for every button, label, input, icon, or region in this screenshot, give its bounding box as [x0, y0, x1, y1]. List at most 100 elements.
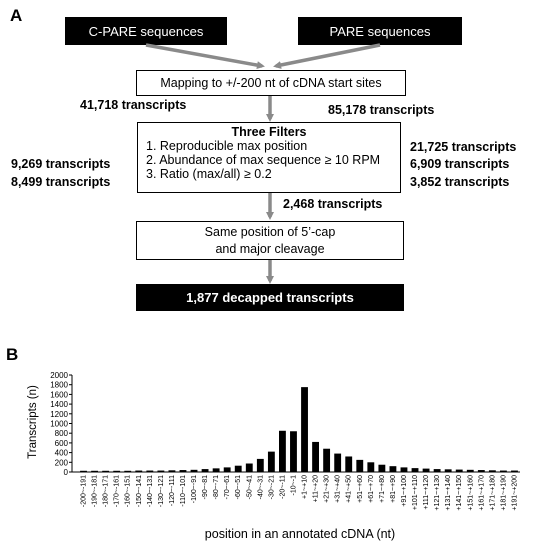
y-axis-label: Transcripts (n) [27, 385, 39, 459]
x-tick-label: +31~+40 [335, 475, 342, 503]
x-tick-label: -120~-111 [169, 475, 176, 506]
filter-3: 3. Ratio (max/all) ≥ 0.2 [146, 167, 272, 181]
panel-a-arrows [145, 43, 381, 284]
x-tick-label: +111~+120 [423, 475, 430, 510]
bar--130~-121 [157, 470, 165, 472]
y-tick-label: 0 [64, 468, 69, 477]
filter-2: 2. Abundance of max sequence ≥ 10 RPM [146, 153, 381, 167]
bar-+181~+190 [499, 470, 507, 472]
bar--140~-131 [146, 470, 154, 472]
y-tick-label: 1800 [50, 381, 68, 390]
same-position-line-2: and major cleavage [215, 242, 325, 256]
bar-+31~+40 [334, 453, 342, 472]
x-tick-label: -40~-31 [257, 475, 264, 499]
bar-+21~+30 [323, 448, 331, 472]
y-tick-label: 600 [55, 439, 69, 448]
x-tick-label: +181~+190 [500, 475, 507, 511]
y-tick-label: 800 [55, 429, 69, 438]
panel-b-letter: B [6, 345, 19, 364]
bar--160~-151 [124, 470, 132, 472]
bar-+171~+180 [488, 470, 496, 472]
y-tick-label: 400 [55, 449, 69, 458]
x-tick-label: +171~+180 [489, 475, 496, 511]
panel-a-letter: A [10, 6, 23, 25]
bar--60~-51 [234, 465, 242, 472]
x-tick-label: -70~-61 [224, 475, 231, 499]
x-tick-label: +121~+130 [434, 475, 441, 511]
bar-+161~+170 [477, 470, 485, 472]
x-tick-label: +21~+30 [324, 475, 331, 503]
bar--80~-71 [212, 468, 220, 472]
x-tick-label: +101~+110 [412, 475, 419, 510]
bar-+131~+140 [444, 469, 452, 472]
bar--180~-171 [102, 470, 110, 472]
bar-+81~+90 [389, 466, 397, 472]
x-tick-label: -190~-181 [92, 475, 99, 507]
bar-+61~+70 [367, 462, 375, 472]
same-position-box: Same position of 5’-cap and major cleava… [136, 221, 404, 260]
bar--10~-1 [290, 431, 297, 472]
bar--190~-181 [91, 470, 99, 472]
x-tick-label: +1~+10 [302, 475, 309, 499]
x-tick-label: +51~+60 [357, 475, 364, 503]
x-tick-label: -170~-161 [114, 475, 121, 507]
x-tick-label: +81~+90 [390, 475, 397, 503]
x-tick-label: -90~-81 [202, 475, 209, 499]
x-axis-ticks: -200~-191 -190~-181 -180~-171 -170~-161 -160… [81, 475, 519, 511]
x-tick-label: -50~-41 [246, 475, 253, 499]
final-box: 1,877 decapped transcripts [136, 284, 404, 311]
right-filter-count-3: 3,852 transcripts [410, 175, 510, 189]
filters-title: Three Filters [231, 125, 307, 139]
bars [80, 387, 518, 472]
x-tick-label: +161~+170 [478, 475, 485, 511]
right-mapped-count: 85,178 transcripts [328, 103, 435, 117]
bar--170~-161 [113, 470, 121, 472]
bar-+111~+120 [422, 468, 430, 472]
bar-+41~+50 [345, 456, 353, 472]
left-filter-count-1: 9,269 transcripts [11, 157, 111, 171]
x-tick-label: +141~+150 [456, 475, 463, 511]
right-filter-count-1: 21,725 transcripts [410, 140, 517, 154]
same-position-line-1: Same position of 5’-cap [204, 225, 336, 239]
x-tick-label: -20~-11 [279, 475, 286, 499]
x-tick-label: -110~-101 [180, 475, 187, 507]
mapping-label: Mapping to +/-200 nt of cDNA start sites [160, 76, 382, 90]
bar--110~-101 [179, 470, 187, 472]
x-tick-label: +61~+70 [368, 475, 375, 503]
x-tick-label: -10~-1 [290, 475, 297, 496]
three-filters-box: Three Filters 1. Reproducible max positi… [137, 122, 401, 193]
bar--70~-61 [223, 467, 231, 472]
bar-+1~+10 [301, 387, 308, 472]
bar-+71~+80 [378, 464, 386, 472]
y-tick-label: 2000 [50, 371, 68, 380]
x-tick-label: -200~-191 [81, 475, 88, 507]
left-filter-count-2: 8,499 transcripts [11, 175, 111, 189]
pare-box: PARE sequences [298, 17, 462, 45]
bar-+191~+200 [511, 470, 518, 472]
bar--120~-111 [168, 470, 176, 472]
bar--50~-41 [245, 463, 253, 472]
arrow-left-to-mapping [145, 43, 265, 70]
y-tick-label: 200 [55, 458, 69, 467]
bar-+141~+150 [455, 469, 463, 472]
x-tick-label: -30~-21 [268, 475, 275, 499]
x-tick-label: +11~+20 [313, 475, 320, 502]
y-tick-label: 1400 [50, 400, 68, 409]
y-tick-label: 1600 [50, 390, 68, 399]
x-tick-label: +151~+160 [467, 475, 474, 511]
x-tick-label: -150~-141 [136, 475, 143, 507]
x-tick-label: +41~+50 [346, 475, 353, 503]
y-tick-label: 1000 [50, 420, 68, 429]
bar-+91~+100 [400, 467, 408, 472]
y-tick-label: 1200 [50, 410, 68, 419]
bar--90~-81 [201, 469, 209, 472]
x-tick-label: -130~-121 [158, 475, 165, 507]
bar-+121~+130 [433, 469, 441, 472]
bar--20~-11 [278, 430, 286, 472]
after-filters-count: 2,468 transcripts [283, 197, 383, 211]
x-tick-label: -100~-91 [191, 475, 198, 503]
bar-+151~+160 [466, 469, 474, 472]
bar-+51~+60 [356, 459, 364, 472]
bar--150~-141 [135, 470, 143, 472]
